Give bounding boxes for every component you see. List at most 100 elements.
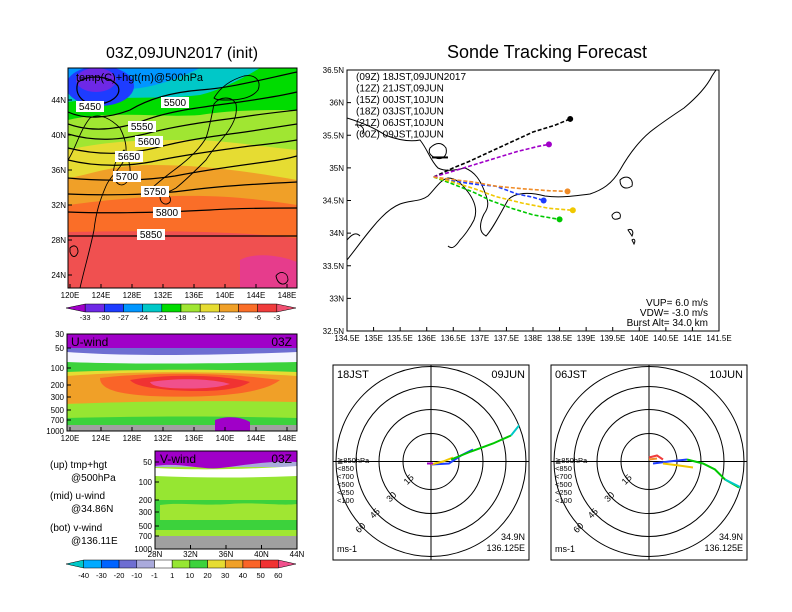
- colorbar-swatch: [224, 559, 244, 569]
- lon-tick-label: 140E: [630, 334, 649, 343]
- track-endpoint: [540, 197, 547, 204]
- track-map: (09Z) 18JST,09JUN2017(12Z) 21JST,09JUN(1…: [323, 66, 732, 343]
- contour-label: 5550: [131, 122, 154, 133]
- colorbar-swatch: [84, 303, 105, 313]
- hodograph-trace: [648, 457, 658, 461]
- top-lon-ticks: 120E 124E 128E 132E 136E 140E 144E 148E: [61, 284, 296, 300]
- pressure-tick-label: 300: [139, 508, 153, 517]
- colorbar-label: 60: [274, 571, 282, 580]
- pressure-tick-label: 100: [139, 478, 153, 487]
- track-endpoint: [569, 207, 576, 214]
- colorbar-swatch: [242, 559, 261, 569]
- lat-tick-label: 28N: [148, 550, 163, 559]
- contour-label: 5500: [164, 98, 187, 109]
- station-lon: 136.125E: [704, 543, 743, 553]
- lon-tick-label: 136E: [185, 434, 204, 443]
- level-legend: ≧850hPa: [337, 456, 370, 465]
- colorbar-label: -30: [96, 571, 107, 580]
- lon-tick-label: 144E: [247, 434, 266, 443]
- param-burst: Burst Alt= 34.0 km: [627, 318, 708, 329]
- track-lon-ticks: 134.5E 135E 135.5E 136E 136.5E 137E 137.5E 138E…: [334, 327, 732, 343]
- colorbar-label: 10: [186, 571, 194, 580]
- top-lat-ticks: 44N 40N 36N 32N 28N 24N: [51, 96, 72, 280]
- right-title: Sonde Tracking Forecast: [447, 42, 647, 62]
- lat-tick-label: 32N: [183, 550, 198, 559]
- colorbar-swatch: [260, 559, 279, 569]
- colorbar-swatch: [65, 559, 84, 569]
- speed-unit: ms-1: [555, 544, 575, 554]
- colorbar-label: -3: [273, 313, 280, 322]
- track-line: [433, 176, 573, 212]
- temp-colorbar: -33 -30 -27 -24 -21 -18 -15 -12 -9 -6 -3: [65, 303, 297, 322]
- level-legend: ≧850hPa: [555, 456, 588, 465]
- colorbar-label: -12: [214, 313, 225, 322]
- lon-tick-label: 140E: [216, 434, 235, 443]
- pressure-tick-label: 30: [55, 330, 64, 339]
- pressure-tick-label: 700: [139, 532, 153, 541]
- lon-tick-label: 124E: [92, 434, 111, 443]
- station-lon: 136.125E: [486, 543, 525, 553]
- station-lat: 34.9N: [719, 532, 743, 542]
- track-line: [433, 118, 571, 178]
- speed-unit: ms-1: [337, 544, 357, 554]
- track-legend-entry: (18Z) 03JST,10JUN: [356, 107, 444, 118]
- lon-tick-label: 141E: [683, 334, 702, 343]
- colorbar-label: -10: [131, 571, 142, 580]
- track-line: [433, 176, 568, 193]
- colorbar-label: -21: [156, 313, 167, 322]
- track-endpoint: [556, 216, 563, 223]
- pressure-tick-label: 500: [51, 406, 65, 415]
- lon-tick-label: 120E: [61, 434, 80, 443]
- lon-tick-label: 132E: [154, 434, 173, 443]
- level-legend: <850: [337, 464, 354, 473]
- uwind-label: U-wind: [71, 335, 108, 349]
- uwind-lon-ticks: 120E 124E 128E 132E 136E 140E 144E 148E: [61, 427, 296, 443]
- pressure-tick-label: 1000: [134, 545, 152, 554]
- colorbar-swatch: [199, 303, 220, 313]
- lon-tick-label: 120E: [61, 291, 80, 300]
- track-legend-entry: (00Z) 09JST,10JUN: [356, 130, 444, 141]
- contour-label: 5650: [118, 152, 141, 163]
- track-endpoint: [567, 115, 574, 122]
- level-legend: <250: [555, 488, 572, 497]
- colorbar-swatch: [278, 559, 297, 569]
- lat-tick-label: 34N: [329, 229, 344, 238]
- lon-tick-label: 128E: [123, 291, 142, 300]
- level-legend: <500: [337, 480, 354, 489]
- contour-label: 5700: [116, 172, 139, 183]
- colorbar-label: 40: [239, 571, 247, 580]
- contour-labels: 5450 5500 5550 5600 5650 5700 5750 5800 …: [76, 97, 189, 241]
- lon-tick-label: 134.5E: [334, 334, 359, 343]
- colorbar-swatch: [189, 559, 208, 569]
- colorbar-swatch: [65, 303, 86, 313]
- lon-tick-label: 136.5E: [441, 334, 466, 343]
- track-legend-entry: (15Z) 00JST,10JUN: [356, 95, 444, 106]
- lon-tick-label: 141.5E: [706, 334, 731, 343]
- lat-tick-label: 24N: [51, 271, 66, 280]
- contour-label: 5750: [144, 187, 167, 198]
- lat-tick-label: 36.5N: [323, 66, 345, 75]
- vwind-label: V-wind: [160, 452, 196, 466]
- lon-tick-label: 138.5E: [547, 334, 572, 343]
- colorbar-label: -15: [195, 313, 206, 322]
- colorbar-swatch: [136, 559, 155, 569]
- colorbar-swatch: [154, 559, 173, 569]
- lon-tick-label: 128E: [123, 434, 142, 443]
- colorbar-swatch: [257, 303, 278, 313]
- level-legend: <250: [337, 488, 354, 497]
- hodograph-time: 06JST: [555, 369, 587, 381]
- lat-tick-label: 40N: [51, 131, 66, 140]
- colorbar-label: 30: [221, 571, 229, 580]
- track-line: [433, 176, 560, 221]
- colorbar-swatch: [83, 559, 102, 569]
- colorbar-swatch: [161, 303, 182, 313]
- note-mid-2: @34.86N: [71, 504, 113, 515]
- colorbar-swatch: [180, 303, 201, 313]
- wind-colorbar: -40 -30 -20 -10 -1 1 10 20 30 40 50 60: [65, 559, 297, 580]
- lat-tick-label: 36N: [219, 550, 234, 559]
- level-legend: <100: [337, 496, 354, 505]
